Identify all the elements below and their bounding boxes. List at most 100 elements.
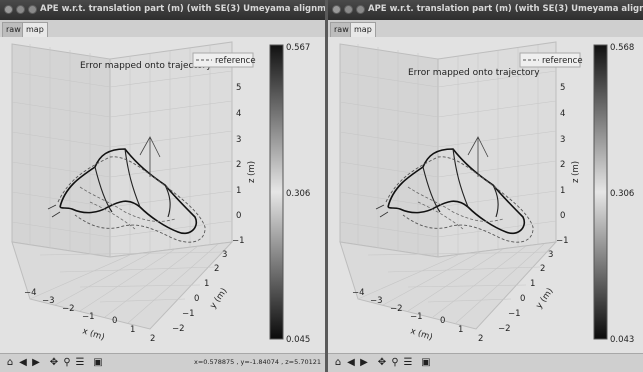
- pan-icon[interactable]: ✥: [49, 357, 59, 368]
- floor-pane: [339, 241, 558, 330]
- coord-z: , z=5.70121: [281, 358, 321, 366]
- colorbar-max-label: 0.568: [610, 43, 634, 53]
- window-title: APE w.r.t. translation part (m) (with SE…: [40, 4, 325, 14]
- title-bar[interactable]: APE w.r.t. translation part (m) (with SE…: [0, 0, 325, 20]
- legend-reference-label: reference: [542, 56, 583, 66]
- colorbar-min-label: 0.043: [610, 335, 634, 345]
- z-tick-label: −1: [232, 236, 245, 246]
- colorbar: [269, 44, 284, 340]
- plot-canvas[interactable]: Error mapped onto trajectory reference 5…: [0, 37, 325, 354]
- colorbar-mid-label: 0.306: [610, 189, 634, 199]
- x-tick-label: −1: [82, 312, 95, 322]
- z-tick-label: −1: [556, 236, 569, 246]
- x-tick-label: 0: [440, 316, 445, 326]
- floor-pane: [11, 241, 234, 330]
- save-icon[interactable]: ▣: [93, 357, 103, 368]
- home-icon[interactable]: ⌂: [6, 357, 14, 368]
- plot-window-right: APE w.r.t. translation part (m) (with SE…: [328, 0, 643, 372]
- x-tick-label: 0: [112, 316, 117, 326]
- zoom-icon[interactable]: ⚲: [391, 357, 399, 368]
- legend: reference: [192, 52, 256, 68]
- y-axis-ticks: −2 −1 0 1 2 3: [498, 250, 553, 334]
- z-axis-label: z (m): [247, 161, 257, 183]
- configure-icon[interactable]: ☰: [75, 357, 85, 368]
- zoom-icon[interactable]: ⚲: [63, 357, 71, 368]
- plot-canvas[interactable]: Error mapped onto trajectory reference 5…: [328, 37, 643, 354]
- colorbar-min-label: 0.045: [286, 335, 310, 345]
- y-tick-label: 3: [222, 250, 227, 260]
- window-title: APE w.r.t. translation part (m) (with SE…: [368, 4, 643, 14]
- y-axis-label: y (m): [208, 286, 229, 310]
- navigation-toolbar: ⌂ ◀ ▶ ✥ ⚲ ☰ ▣: [328, 353, 643, 372]
- x-tick-label: −4: [352, 288, 365, 298]
- y-tick-label: 1: [530, 279, 535, 289]
- colorbar-max-label: 0.567: [286, 43, 310, 53]
- z-axis-ticks: 5 4 3 2 1 0 −1: [556, 83, 569, 246]
- x-axis-label: x (m): [409, 326, 434, 343]
- x-tick-label: 1: [130, 325, 135, 335]
- close-window-button[interactable]: [4, 5, 13, 14]
- x-axis-label: x (m): [81, 326, 106, 343]
- minimize-window-button[interactable]: [16, 5, 25, 14]
- trajectory-plot: [47, 136, 206, 243]
- save-icon[interactable]: ▣: [421, 357, 431, 368]
- home-icon[interactable]: ⌂: [334, 357, 342, 368]
- x-tick-label: −2: [390, 304, 403, 314]
- configure-icon[interactable]: ☰: [403, 357, 413, 368]
- y-tick-label: −2: [172, 324, 185, 334]
- navigation-toolbar: ⌂ ◀ ▶ ✥ ⚲ ☰ ▣ x=0.578875 , y=-1.84074 , …: [0, 353, 325, 372]
- x-axis-ticks: −4 −3 −2 −1 0 1 2: [24, 288, 155, 344]
- maximize-window-button[interactable]: [356, 5, 365, 14]
- minimize-window-button[interactable]: [344, 5, 353, 14]
- y-tick-label: 2: [214, 264, 219, 274]
- x-tick-label: −2: [62, 304, 75, 314]
- z-tick-label: 3: [236, 135, 241, 145]
- x-tick-label: −3: [370, 296, 383, 306]
- z-tick-label: 3: [560, 135, 565, 145]
- x-tick-label: 2: [150, 334, 155, 344]
- legend-reference-label: reference: [215, 56, 256, 66]
- pan-icon[interactable]: ✥: [377, 357, 387, 368]
- back-arrow-icon[interactable]: ◀: [19, 357, 27, 368]
- y-axis-label: y (m): [534, 286, 555, 310]
- z-tick-label: 2: [560, 160, 565, 170]
- tab-bar: raw map: [328, 20, 643, 38]
- z-tick-label: 4: [560, 109, 565, 119]
- colorbar-mid-label: 0.306: [286, 189, 310, 199]
- maximize-window-button[interactable]: [28, 5, 37, 14]
- trajectory-plot: [375, 136, 534, 243]
- x-tick-label: −3: [42, 296, 55, 306]
- cursor-coordinates: x=0.578875 , y=-1.84074 , z=5.70121: [194, 358, 321, 366]
- z-tick-label: 5: [236, 83, 241, 93]
- y-tick-label: −2: [498, 324, 511, 334]
- y-tick-label: −1: [182, 309, 195, 319]
- y-tick-label: 0: [520, 294, 525, 304]
- legend: reference: [519, 52, 583, 68]
- colorbar: [593, 44, 608, 340]
- z-tick-label: 4: [236, 109, 241, 119]
- x-tick-label: −4: [24, 288, 37, 298]
- grid-lines: [339, 44, 557, 324]
- title-bar[interactable]: APE w.r.t. translation part (m) (with SE…: [328, 0, 643, 20]
- tab-map[interactable]: map: [22, 22, 48, 37]
- y-axis-ticks: −2 −1 0 1 2 3: [172, 250, 227, 334]
- y-tick-label: 1: [204, 279, 209, 289]
- plot-title: Error mapped onto trajectory: [408, 68, 540, 78]
- back-left-pane: [11, 43, 111, 258]
- tab-map[interactable]: map: [350, 22, 376, 37]
- z-axis-ticks: 5 4 3 2 1 0 −1: [232, 83, 245, 246]
- plot-title: Error mapped onto trajectory: [80, 61, 212, 71]
- forward-arrow-icon[interactable]: ▶: [360, 357, 368, 368]
- window-separator: [325, 0, 328, 372]
- z-tick-label: 5: [560, 83, 565, 93]
- plot-window-left: APE w.r.t. translation part (m) (with SE…: [0, 0, 325, 372]
- close-window-button[interactable]: [332, 5, 341, 14]
- x-tick-label: 2: [478, 334, 483, 344]
- forward-arrow-icon[interactable]: ▶: [32, 357, 40, 368]
- y-tick-label: 3: [548, 250, 553, 260]
- back-right-pane: [109, 41, 233, 258]
- y-tick-label: 0: [194, 294, 199, 304]
- back-arrow-icon[interactable]: ◀: [347, 357, 355, 368]
- z-tick-label: 1: [236, 186, 241, 196]
- coord-y: , y=-1.84074: [236, 358, 280, 366]
